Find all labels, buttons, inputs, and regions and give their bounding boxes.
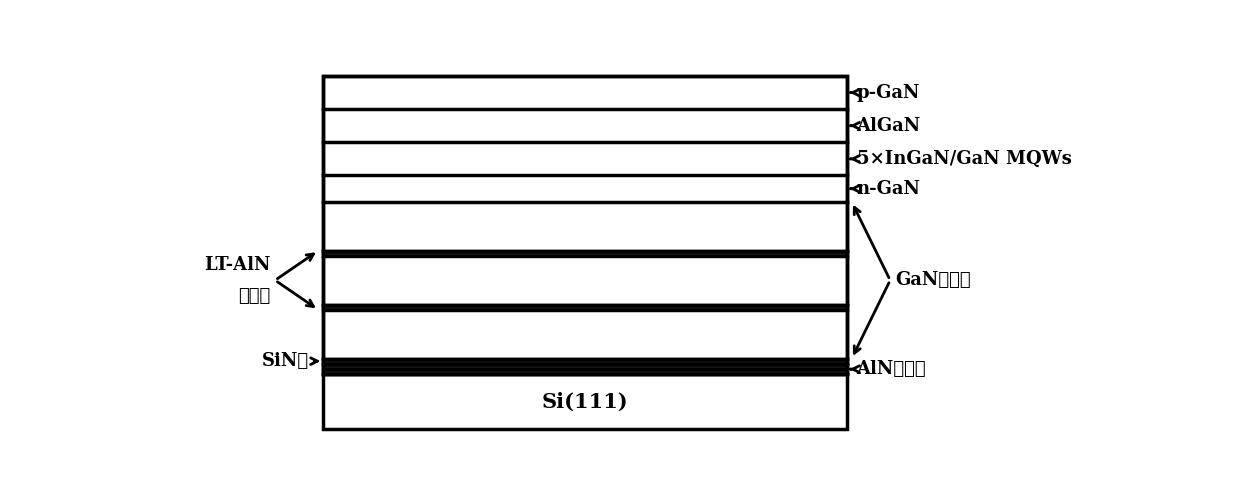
Text: p-GaN: p-GaN: [851, 84, 920, 102]
Text: 5×InGaN/GaN MQWs: 5×InGaN/GaN MQWs: [851, 150, 1071, 168]
Text: GaN本征层: GaN本征层: [895, 271, 971, 289]
Bar: [324, 364, 847, 369]
Bar: [324, 304, 847, 310]
Text: n-GaN: n-GaN: [851, 180, 920, 198]
Bar: [324, 250, 847, 256]
Bar: [324, 374, 847, 429]
Text: Si(111): Si(111): [542, 392, 629, 412]
Bar: [324, 76, 847, 374]
Bar: [324, 76, 847, 374]
Text: LT-AlN: LT-AlN: [203, 256, 270, 274]
Bar: [324, 369, 847, 374]
Bar: [324, 358, 847, 364]
Text: AlGaN: AlGaN: [851, 117, 921, 135]
Text: AlN缓冲层: AlN缓冲层: [851, 360, 926, 378]
Text: 插入层: 插入层: [238, 287, 270, 305]
Text: SiN层: SiN层: [262, 352, 317, 370]
